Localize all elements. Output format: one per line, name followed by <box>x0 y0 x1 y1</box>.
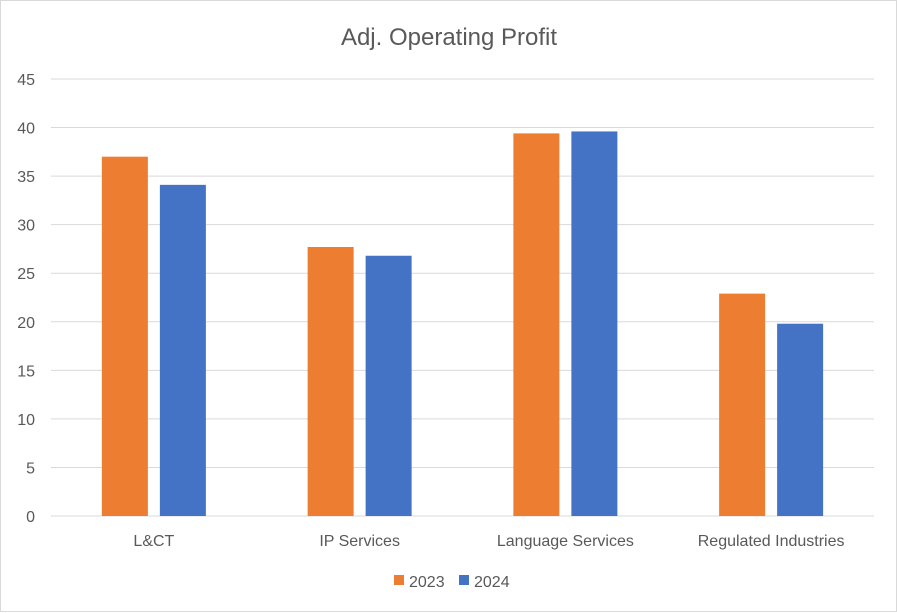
legend-label: 2023 <box>409 574 445 591</box>
bars <box>101 131 824 517</box>
y-tick-label: 20 <box>17 315 35 332</box>
y-tick-label: 40 <box>17 121 35 138</box>
y-tick-label: 35 <box>17 169 35 186</box>
x-tick-label: IP Services <box>319 533 400 550</box>
legend-label: 2024 <box>474 574 510 591</box>
bar-2024-0 <box>159 184 206 516</box>
bar-2024-1 <box>365 255 412 516</box>
x-tick-label: Regulated Industries <box>698 533 845 550</box>
y-tick-label: 10 <box>17 412 35 429</box>
legend: 2023 2024 <box>394 574 510 591</box>
bar-2024-3 <box>777 323 824 516</box>
bar-2023-2 <box>513 133 560 517</box>
x-axis-ticks: L&CT IP Services Language Services Regulate… <box>133 533 844 550</box>
legend-swatch-2024 <box>459 575 469 585</box>
bar-2023-1 <box>307 247 354 516</box>
x-tick-label: Language Services <box>497 533 634 550</box>
y-tick-label: 25 <box>17 266 35 283</box>
bar-2023-0 <box>101 156 148 516</box>
bar-2023-3 <box>719 293 766 516</box>
x-tick-label: L&CT <box>133 533 174 550</box>
y-tick-label: 5 <box>26 460 35 477</box>
y-axis-ticks: 0 5 10 15 20 25 30 35 40 45 <box>17 72 35 526</box>
y-tick-label: 45 <box>17 72 35 89</box>
legend-swatch-2023 <box>394 575 404 585</box>
bar-2024-2 <box>571 131 618 516</box>
y-tick-label: 0 <box>26 509 35 526</box>
y-tick-label: 15 <box>17 363 35 380</box>
y-tick-label: 30 <box>17 218 35 235</box>
chart-title: Adj. Operating Profit <box>341 24 557 51</box>
